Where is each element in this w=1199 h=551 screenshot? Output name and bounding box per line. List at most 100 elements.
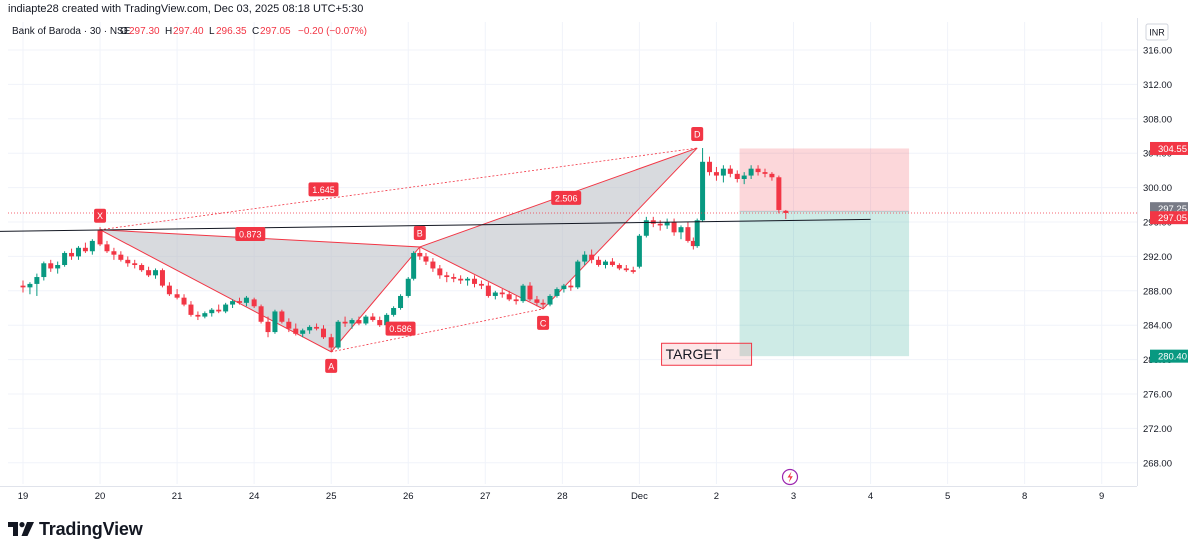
candle-body bbox=[384, 314, 390, 326]
candle-body bbox=[694, 220, 700, 247]
x-tick-label: 28 bbox=[557, 491, 568, 502]
y-tick-label: 288.00 bbox=[1143, 286, 1172, 297]
pattern-point-marker[interactable] bbox=[537, 315, 550, 330]
candle-body bbox=[554, 289, 560, 296]
candle-body bbox=[342, 321, 348, 324]
price-chart[interactable]: TARGET X A B C D 0.873 1.645 0.586 2.506 316.00 3… bbox=[0, 0, 1199, 510]
candle-body bbox=[188, 304, 194, 315]
candle-body bbox=[783, 210, 789, 213]
pattern-point-b: B bbox=[417, 228, 423, 238]
candle-body bbox=[741, 175, 747, 179]
candle-body bbox=[62, 252, 68, 265]
candle-body bbox=[300, 330, 306, 334]
ratio-label-box[interactable] bbox=[308, 182, 339, 197]
pattern-point-d: D bbox=[694, 130, 701, 140]
x-tick-label: 24 bbox=[249, 491, 260, 502]
candle-body bbox=[307, 326, 313, 331]
candle-body bbox=[237, 301, 243, 303]
candle-body bbox=[636, 235, 642, 267]
candle-body bbox=[444, 275, 450, 278]
candle-body bbox=[700, 161, 706, 221]
candle-body bbox=[776, 177, 782, 210]
candle-body bbox=[492, 292, 498, 296]
pattern-point-marker[interactable] bbox=[691, 127, 704, 142]
candle-body bbox=[589, 254, 595, 260]
candle-body bbox=[664, 222, 670, 226]
price-tag-label: 297.25 bbox=[1158, 204, 1187, 215]
legend-open-value: 297.30 bbox=[129, 26, 160, 37]
price-tag-label: 297.05 bbox=[1158, 213, 1187, 224]
pattern-point-marker[interactable] bbox=[94, 208, 107, 223]
ratio-label-box[interactable] bbox=[385, 321, 416, 336]
candle-body bbox=[398, 295, 404, 308]
candle-body bbox=[630, 270, 636, 272]
tradingview-logo[interactable]: TradingView bbox=[8, 518, 143, 540]
x-tick-label: 3 bbox=[791, 491, 796, 502]
legend-change: −0.20 (−0.07%) bbox=[298, 26, 367, 37]
candle-body bbox=[97, 230, 103, 245]
pattern-point-marker[interactable] bbox=[413, 225, 426, 240]
currency-button[interactable]: INR bbox=[1145, 23, 1169, 41]
candle-body bbox=[547, 295, 553, 305]
candle-body bbox=[258, 306, 264, 322]
candle-body bbox=[458, 278, 464, 281]
legend-open-label: O bbox=[120, 26, 128, 37]
candle-body bbox=[251, 299, 257, 307]
candle-body bbox=[223, 304, 229, 312]
candle-body bbox=[596, 259, 602, 265]
candle-body bbox=[272, 311, 278, 333]
y-tick-label: 292.00 bbox=[1143, 252, 1172, 263]
target-text-box[interactable] bbox=[661, 342, 753, 366]
candle-body bbox=[748, 168, 754, 176]
candle-body bbox=[499, 292, 505, 295]
candle-body bbox=[534, 299, 540, 303]
y-tick-label: 268.00 bbox=[1143, 458, 1172, 469]
pattern-bcd-triangle[interactable] bbox=[418, 147, 698, 310]
price-tag-label: 304.55 bbox=[1158, 144, 1187, 155]
candle-body bbox=[478, 283, 484, 286]
y-tick-label: 312.00 bbox=[1143, 80, 1172, 91]
pattern-point-marker[interactable] bbox=[325, 358, 338, 373]
legend-high-value: 297.40 bbox=[173, 26, 204, 37]
candle-body bbox=[125, 259, 131, 264]
candle-body bbox=[575, 261, 581, 288]
candle-body bbox=[48, 263, 54, 269]
legend-close-label: C bbox=[252, 26, 259, 37]
candle-body bbox=[209, 309, 215, 314]
candle-body bbox=[159, 270, 165, 286]
x-tick-label: 8 bbox=[1022, 491, 1027, 502]
candle-body bbox=[707, 161, 713, 173]
candle-body bbox=[166, 285, 172, 295]
footer: TradingView bbox=[0, 510, 1199, 551]
candle-body bbox=[181, 297, 187, 305]
candle-body bbox=[657, 223, 663, 226]
trendline[interactable] bbox=[0, 218, 871, 232]
candle-body bbox=[356, 320, 362, 324]
pattern-dotted-line bbox=[331, 308, 544, 353]
candle-body bbox=[349, 320, 355, 324]
stop-loss-zone[interactable] bbox=[739, 148, 910, 212]
ratio-label-box[interactable] bbox=[235, 227, 266, 242]
candle-body bbox=[520, 285, 526, 302]
candle-body bbox=[82, 247, 88, 252]
legend-close-value: 297.05 bbox=[260, 26, 291, 37]
candle-body bbox=[328, 337, 334, 348]
x-tick-label: 26 bbox=[403, 491, 414, 502]
ratio-label-box[interactable] bbox=[551, 190, 582, 205]
lightning-icon[interactable] bbox=[781, 468, 799, 486]
candle-body bbox=[320, 328, 326, 338]
candle-body bbox=[195, 314, 201, 317]
brand-name: TradingView bbox=[39, 518, 143, 539]
candle-body bbox=[417, 252, 423, 257]
target-zone[interactable] bbox=[739, 211, 910, 357]
ratio-label: 0.586 bbox=[389, 324, 412, 334]
candle-body bbox=[34, 277, 40, 284]
candle-body bbox=[41, 263, 47, 278]
candle-body bbox=[727, 168, 733, 174]
candle-body bbox=[89, 240, 95, 252]
candle-body bbox=[75, 247, 81, 257]
candle-body bbox=[174, 294, 180, 298]
x-tick-label: 9 bbox=[1099, 491, 1104, 502]
candle-body bbox=[762, 172, 768, 174]
legend-low-label: L bbox=[209, 26, 215, 37]
